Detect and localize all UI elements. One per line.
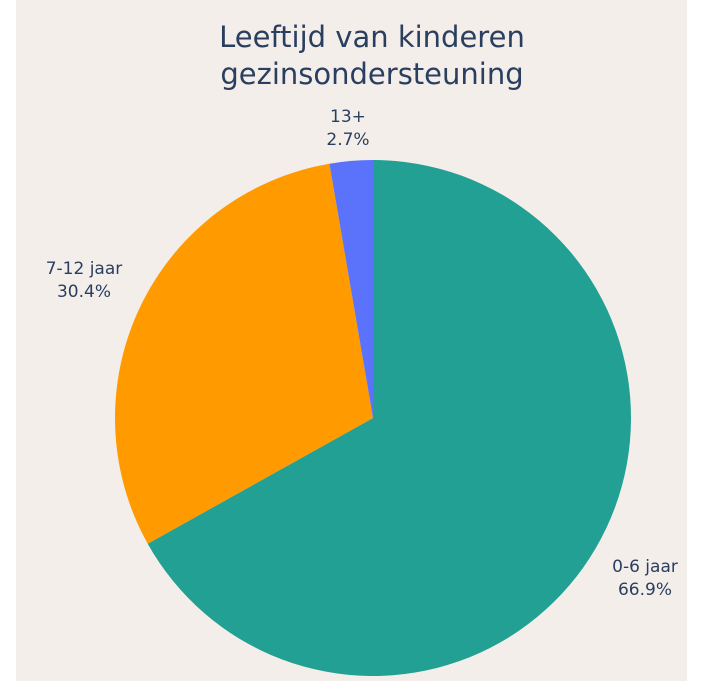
slice-label-percent: 66.9% (618, 580, 672, 600)
slice-label-percent: 2.7% (326, 130, 369, 150)
slice-label-name: 0-6 jaar (612, 557, 678, 577)
slice-label-name: 7-12 jaar (46, 259, 123, 279)
slice-labels: 0-6 jaar 66.9% 7-12 jaar 30.4% 13+ 2.7% (46, 107, 678, 600)
chart-title-line-1: Leeftijd van kinderen (219, 20, 525, 54)
chart-title: Leeftijd van kinderen gezinsondersteunin… (219, 20, 525, 91)
slice-label-percent: 30.4% (57, 282, 111, 302)
pie-slices (114, 160, 631, 677)
pie-slice-0-6-jaar (147, 160, 631, 677)
pie-slice-13 (329, 160, 373, 418)
chart-title-line-2: gezinsondersteuning (220, 57, 523, 91)
pie-slice-7-12-jaar (114, 163, 373, 544)
slice-label-name: 13+ (330, 107, 366, 127)
